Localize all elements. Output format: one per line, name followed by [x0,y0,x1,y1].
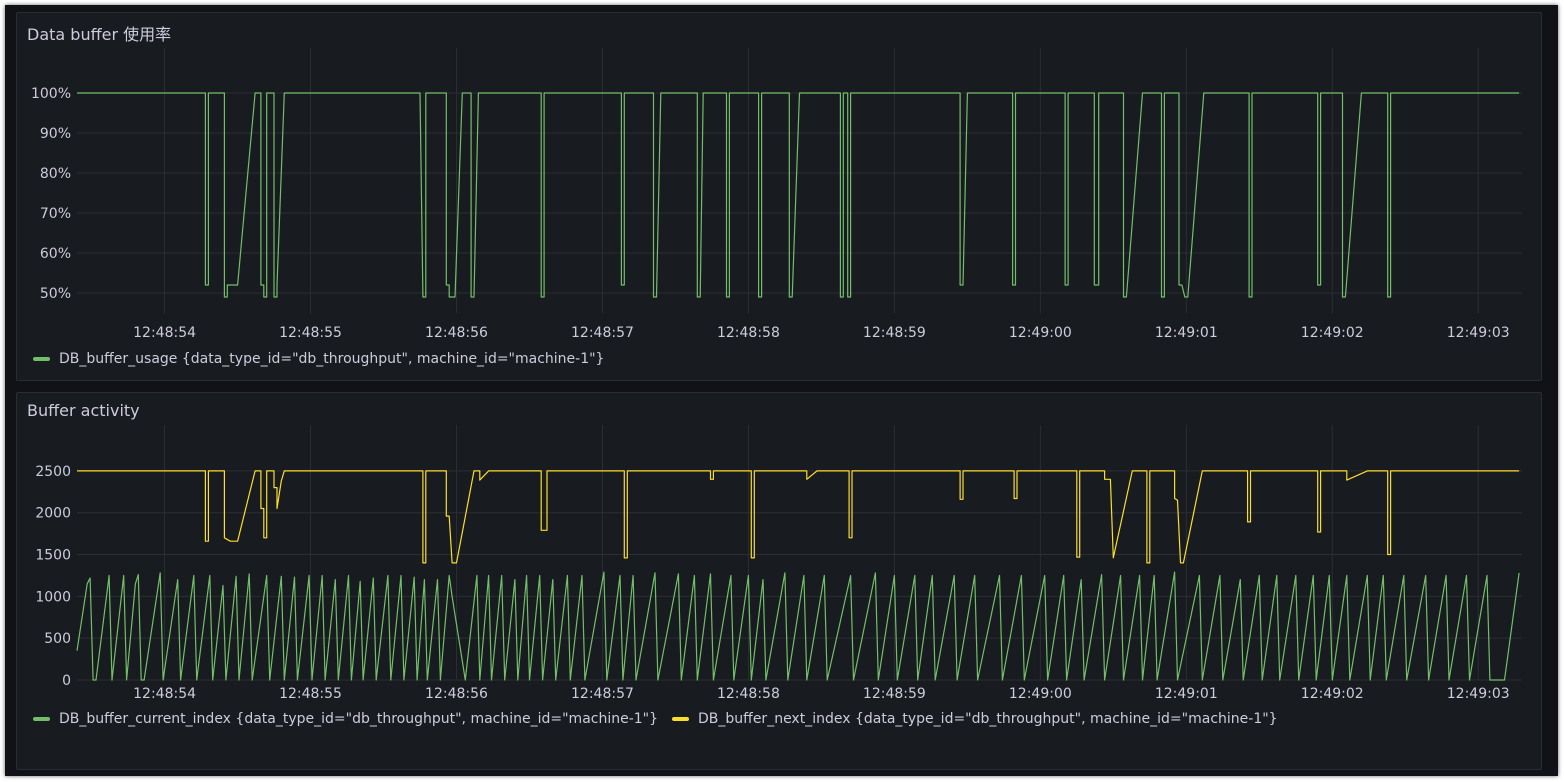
buffer-activity-chart: 0 500 1000 1500 2000 2500 12:48:54 12:48:55 12:4… [35,425,1522,702]
y-tick-label: 100% [31,86,71,102]
x-tick-label: 12:48:56 [425,325,488,341]
buffer-usage-panel: Data buffer 使用率 50% 60% 70% 80% 90% 100% 12:48… [16,12,1542,381]
x-tick-label: 12:49:03 [1447,325,1510,341]
y-tick-label: 80% [40,166,71,182]
series-line-0 [77,92,1520,298]
legend-label: DB_buffer_current_index {data_type_id="d… [59,711,659,727]
y-tick-label: 2500 [35,464,71,480]
x-tick-label: 12:49:00 [1009,686,1072,702]
panel-title[interactable]: Buffer activity [27,401,140,420]
y-tick-label: 1000 [35,589,71,605]
buffer-activity-panel: Buffer activity 0 500 1000 1500 2000 2500 12:4… [16,392,1542,770]
y-tick-label: 60% [40,246,71,262]
buffer-usage-chart: 50% 60% 70% 80% 90% 100% 12:48:54 12:48:55 12:48… [31,48,1522,341]
x-tick-label: 12:49:02 [1301,325,1364,341]
y-tick-label: 500 [44,631,71,647]
panel-title[interactable]: Data buffer 使用率 [27,25,172,44]
x-tick-label: 12:49:03 [1447,686,1510,702]
y-tick-label: 70% [40,206,71,222]
y-tick-label: 50% [40,286,71,302]
x-tick-label: 12:48:58 [717,686,780,702]
y-tick-label: 2000 [35,506,71,522]
x-tick-label: 12:48:57 [571,325,634,341]
x-tick-label: 12:48:56 [425,686,488,702]
legend-label: DB_buffer_next_index {data_type_id="db_t… [698,711,1278,727]
legend-item-buffer-usage[interactable]: DB_buffer_usage {data_type_id="db_throug… [33,351,604,367]
x-tick-label: 12:49:01 [1155,686,1218,702]
x-tick-label: 12:48:55 [279,686,342,702]
legend-swatch [33,717,50,721]
legend-item-current-index[interactable]: DB_buffer_current_index {data_type_id="d… [33,711,658,727]
x-tick-label: 12:48:57 [571,686,634,702]
legend: DB_buffer_usage {data_type_id="db_throug… [33,351,618,367]
x-tick-label: 12:49:02 [1301,686,1364,702]
y-tick-label: 0 [62,673,71,689]
legend-label: DB_buffer_usage {data_type_id="db_throug… [59,351,605,367]
legend-item-next-index[interactable]: DB_buffer_next_index {data_type_id="db_t… [672,711,1278,727]
dashboard: Data buffer 使用率 50% 60% 70% 80% 90% 100% 12:48… [5,5,1558,776]
x-tick-label: 12:48:54 [133,686,196,702]
x-tick-label: 12:48:55 [279,325,342,341]
x-tick-label: 12:48:58 [717,325,780,341]
x-tick-label: 12:48:59 [863,686,926,702]
series-line-1 [77,470,1520,564]
x-tick-label: 12:49:00 [1009,325,1072,341]
legend-swatch [672,717,690,721]
x-tick-label: 12:48:54 [133,325,196,341]
legend-swatch [33,357,50,361]
y-tick-label: 1500 [35,548,71,564]
x-tick-label: 12:49:01 [1155,325,1218,341]
series-line-0 [76,571,1520,681]
y-tick-label: 90% [40,126,71,142]
legend: DB_buffer_current_index {data_type_id="d… [33,711,1292,727]
x-tick-label: 12:48:59 [863,325,926,341]
